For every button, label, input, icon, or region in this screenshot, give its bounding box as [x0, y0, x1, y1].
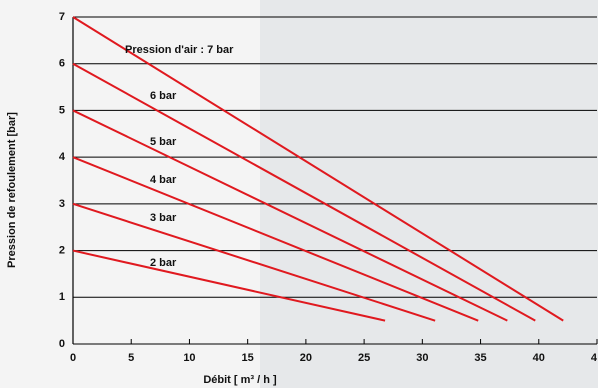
curve	[72, 156, 479, 322]
x-tick-label: 4	[591, 352, 598, 364]
curve	[72, 202, 436, 322]
curve	[72, 249, 386, 322]
x-tick-label: 20	[300, 352, 312, 364]
x-axis-label: Débit [ m³ / h ]	[203, 374, 277, 386]
y-tick-label: 2	[59, 244, 65, 256]
y-axis-label: Pression de refoulement [bar]	[6, 112, 18, 268]
curve-label: Pression d'air : 7 bar	[125, 44, 234, 56]
x-tick-label: 35	[474, 352, 486, 364]
x-tick-label: 10	[183, 352, 195, 364]
curve-label: 6 bar	[150, 90, 177, 102]
y-tick-label: 6	[59, 58, 65, 70]
background-photo	[260, 0, 598, 388]
curve	[72, 62, 536, 322]
y-tick-label: 4	[59, 151, 66, 163]
curve-label: 3 bar	[150, 212, 177, 224]
curve-label: 2 bar	[150, 257, 177, 269]
curve-label: 5 bar	[150, 136, 177, 148]
y-tick-label: 3	[59, 198, 65, 210]
curve	[72, 16, 564, 322]
x-tick-label: 0	[70, 352, 76, 364]
y-tick-label: 7	[59, 11, 65, 23]
y-tick-label: 1	[59, 291, 65, 303]
x-tick-label: 25	[358, 352, 370, 364]
y-tick-label: 5	[59, 104, 65, 116]
x-tick-label: 40	[533, 352, 545, 364]
curve-label: 4 bar	[150, 174, 177, 186]
curve	[72, 109, 508, 322]
x-tick-label: 5	[128, 352, 134, 364]
x-tick-label: 30	[416, 352, 428, 364]
y-tick-label: 0	[59, 338, 65, 350]
x-tick-label: 15	[242, 352, 254, 364]
